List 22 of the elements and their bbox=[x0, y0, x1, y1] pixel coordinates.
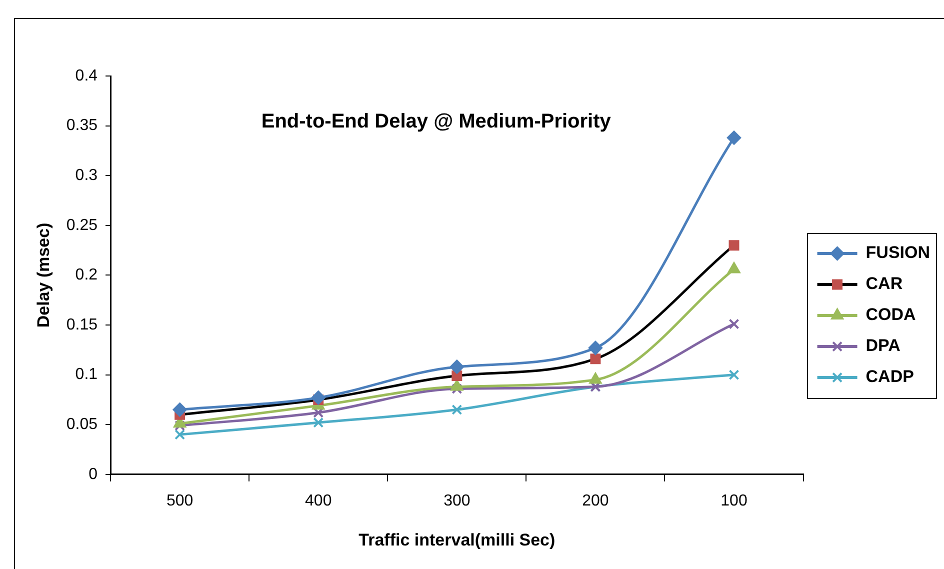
legend-label: CODA bbox=[866, 305, 916, 324]
y-tick-label: 0.35 bbox=[66, 117, 98, 134]
x-tick-label: 500 bbox=[166, 492, 194, 510]
y-tick-label: 0.4 bbox=[75, 67, 98, 84]
x-tick-label: 300 bbox=[444, 492, 470, 510]
y-axis-title: Delay (msec) bbox=[34, 222, 53, 328]
y-tick-label: 0.15 bbox=[66, 316, 98, 334]
y-tick-label: 0.25 bbox=[66, 216, 98, 234]
x-axis-title: Traffic interval(milli Sec) bbox=[358, 530, 556, 550]
legend-label: CAR bbox=[866, 274, 903, 294]
legend-label: FUSION bbox=[866, 243, 930, 262]
x-tick-label: 400 bbox=[305, 492, 332, 510]
x-tick-label: 100 bbox=[720, 492, 748, 510]
y-tick-label: 0 bbox=[88, 466, 98, 483]
y-tick-label: 0.1 bbox=[75, 366, 98, 384]
x-tick-label: 200 bbox=[582, 492, 609, 510]
text: End-to-End Delay @ Medium-Priority bbox=[261, 110, 612, 133]
y-tick-label: 0.3 bbox=[75, 167, 98, 184]
y-tick-label: 0.2 bbox=[75, 266, 98, 284]
y-tick-label: 0.05 bbox=[66, 416, 98, 434]
legend-label: DPA bbox=[866, 336, 900, 356]
legend-label: CADP bbox=[866, 367, 914, 386]
